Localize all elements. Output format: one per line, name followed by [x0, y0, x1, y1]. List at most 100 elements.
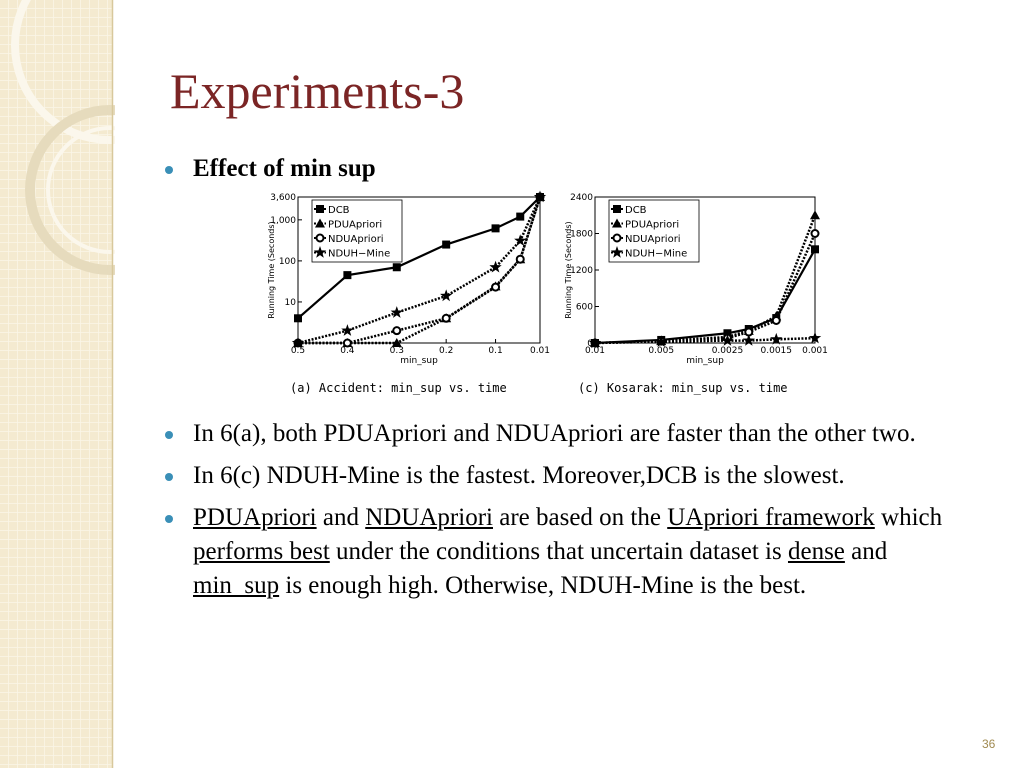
data-point: [771, 315, 781, 325]
data-point: [810, 229, 820, 238]
data-point: [588, 336, 602, 349]
bullet: Effect of min sup: [165, 152, 965, 186]
y-axis-label: Running Time (Seconds): [267, 221, 276, 318]
bullet-text: In 6(c) NDUH-Mine is the fastest. Moreov…: [193, 462, 845, 489]
y-tick-label: 3,600: [270, 193, 296, 203]
x-tick-label: 0.01: [585, 346, 605, 356]
legend-symbol: [315, 233, 325, 243]
data-point: [342, 338, 352, 348]
data-point: [442, 240, 451, 249]
data-point: [770, 332, 783, 345]
y-tick-label: 10: [285, 298, 297, 308]
data-point: [810, 210, 820, 220]
series-line: [594, 232, 817, 345]
legend-label: DCB: [625, 205, 647, 216]
bullet-list: In 6(a), both PDUApriori and NDUApriori …: [165, 417, 965, 611]
data-point: [808, 331, 822, 344]
y-tick-label: 1200: [570, 266, 593, 276]
data-point: [491, 224, 500, 233]
legend-symbol: [613, 205, 621, 213]
bullet-list: Effect of min sup: [165, 152, 965, 194]
decoration: [0, 0, 115, 768]
data-point: [441, 313, 451, 323]
bullet-text: In 6(a), both PDUApriori and NDUApriori …: [193, 420, 916, 447]
data-point: [392, 263, 401, 272]
bullet-text: performs best: [193, 538, 330, 565]
data-point: [811, 245, 819, 254]
y-tick-label: 2400: [570, 193, 593, 203]
legend-label: NDUH−Mine: [328, 249, 390, 260]
data-point: [440, 289, 453, 302]
legend-label: PDUApriori: [328, 220, 382, 231]
chart-caption: (a) Accident: min_sup vs. time: [290, 381, 507, 395]
legend-symbol: [612, 233, 622, 243]
bullet-text: under the conditions that uncertain data…: [329, 538, 788, 565]
y-tick-label: 1,000: [270, 216, 296, 226]
bullet: In 6(a), both PDUApriori and NDUApriori …: [165, 417, 965, 451]
bullet-text: dense: [787, 538, 845, 565]
bullet-text: min_sup: [193, 572, 280, 599]
x-tick-label: 0.2: [439, 346, 453, 356]
y-tick-label: 100: [279, 257, 296, 267]
bullet-text: is enough high. Otherwise, NDUH-Mine is …: [279, 572, 807, 599]
legend-symbol: [315, 218, 325, 228]
x-tick-label: 0.01: [530, 346, 550, 356]
data-point: [515, 254, 525, 264]
page-number: 36: [982, 737, 996, 751]
legend-symbol: [316, 205, 324, 213]
legend-box: [311, 199, 403, 263]
x-tick-label: 0.1: [488, 346, 502, 356]
data-point: [343, 271, 352, 280]
y-tick-label: 0: [587, 339, 593, 349]
data-point: [491, 282, 501, 292]
x-tick-label: 0.0015: [761, 346, 793, 356]
data-point: [341, 324, 354, 336]
x-tick-label: 0.005: [648, 346, 674, 356]
legend-symbol: [612, 218, 622, 228]
data-point: [655, 335, 668, 347]
legend-symbol: [313, 246, 327, 258]
legend-label: DCB: [328, 205, 350, 216]
data-point: [742, 334, 755, 346]
legend-label: NDUApriori: [328, 234, 384, 245]
chart-caption: (c) Kosarak: min_sup vs. time: [578, 381, 788, 395]
data-point: [390, 306, 403, 318]
data-point: [391, 338, 402, 347]
figure: 10 100 1,000 3,600 0.5 0.4 0.3 0.2 0.1 0.01 min_su…: [267, 190, 828, 395]
legend-label: PDUApriori: [625, 220, 679, 231]
x-tick-label: 0.001: [802, 346, 828, 356]
y-tick-label: 1800: [570, 230, 593, 240]
legend-label: NDUH−Mine: [625, 249, 687, 260]
bullet-text: UApriori framework: [667, 504, 875, 531]
bullet-text: PDUApriori: [193, 504, 317, 531]
data-point: [294, 314, 302, 323]
data-point: [489, 260, 502, 273]
data-point: [392, 326, 402, 336]
bullet-text: and: [844, 538, 888, 565]
legend-label: NDUApriori: [625, 234, 681, 245]
data-point: [514, 234, 527, 246]
x-axis-label: min_sup: [400, 356, 438, 366]
bullet-text: are based on the: [492, 504, 668, 531]
x-tick-label: 0.5: [291, 346, 305, 356]
data-point: [721, 334, 734, 346]
x-axis-label: min_sup: [686, 356, 724, 366]
y-axis-label: Running Time (Seconds): [564, 221, 573, 318]
bullet-text: NDUApriori: [365, 504, 493, 531]
legend-box: [608, 199, 700, 263]
x-tick-label: 0.3: [390, 346, 404, 356]
data-point: [516, 212, 525, 221]
y-tick-label: 600: [576, 303, 593, 313]
data-point: [291, 336, 305, 349]
bullet: In 6(c) NDUH-Mine is the fastest. Moreov…: [165, 459, 965, 493]
bullet: PDUApriori and NDUApriori are based on t…: [165, 501, 965, 603]
x-tick-label: 0.0025: [712, 346, 744, 356]
x-tick-label: 0.4: [340, 346, 355, 356]
bullet-text: and: [316, 504, 366, 531]
legend-symbol: [610, 246, 624, 258]
data-point: [533, 190, 547, 203]
slide-title: Experiments-3: [170, 63, 465, 119]
bullet-text: Effect of min sup: [193, 155, 376, 182]
bullet-text: which: [874, 504, 943, 531]
